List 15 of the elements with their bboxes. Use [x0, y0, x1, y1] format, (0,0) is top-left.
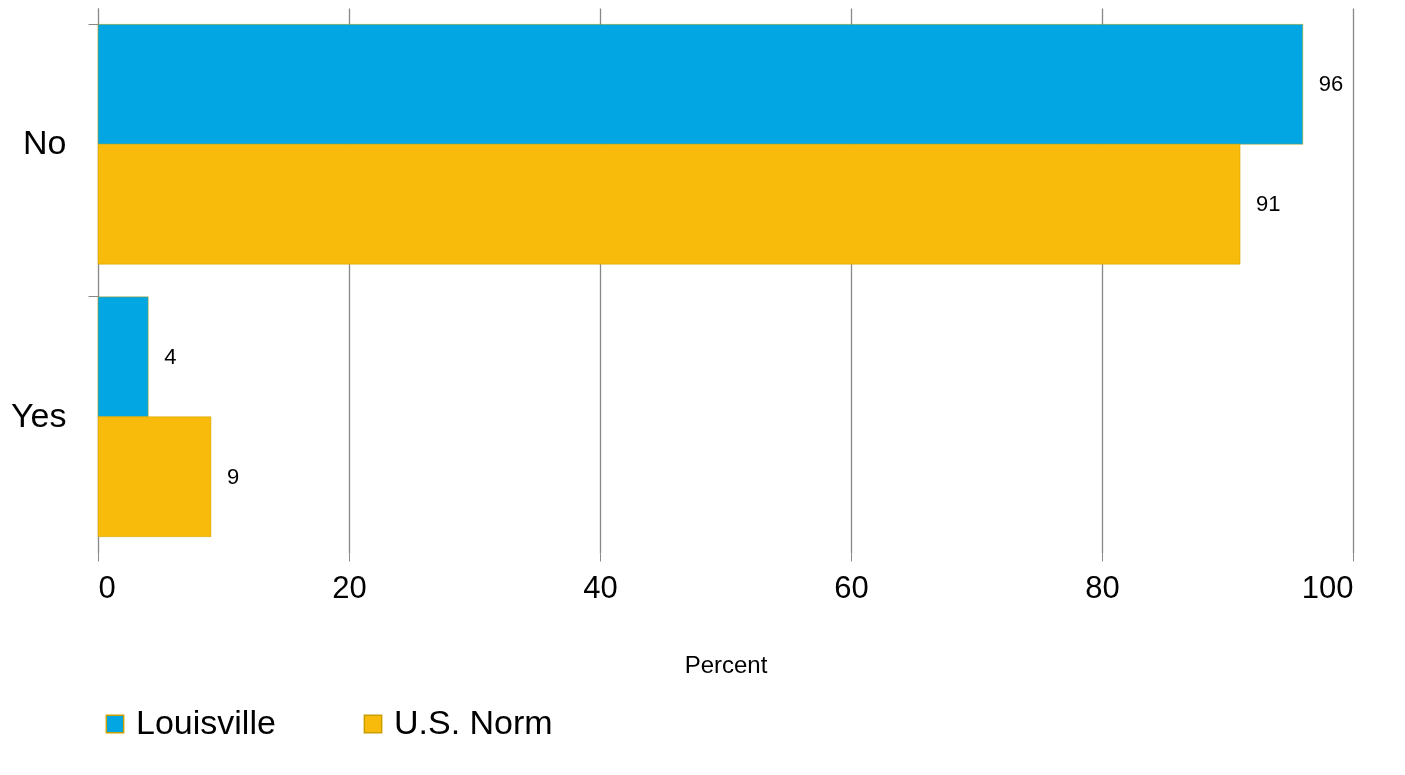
- x-tick-label: 0: [98, 569, 116, 605]
- data-label: 91: [1256, 191, 1281, 217]
- data-label: 9: [226, 463, 240, 489]
- legend-label: Louisville: [136, 703, 276, 741]
- x-tick-label: 40: [583, 569, 618, 605]
- data-label: 4: [164, 343, 177, 369]
- x-tick-label: 100: [1301, 569, 1354, 605]
- legend-label: U.S. Norm: [394, 703, 553, 741]
- y-tick-label: No: [23, 123, 67, 162]
- data-label: 96: [1318, 71, 1344, 97]
- x-tick-label: 80: [1085, 569, 1120, 605]
- x-tick-label: 60: [834, 569, 869, 605]
- x-tick-label: 20: [332, 569, 367, 605]
- x-axis-title: Percent: [684, 650, 768, 678]
- y-tick-label: Yes: [11, 395, 67, 434]
